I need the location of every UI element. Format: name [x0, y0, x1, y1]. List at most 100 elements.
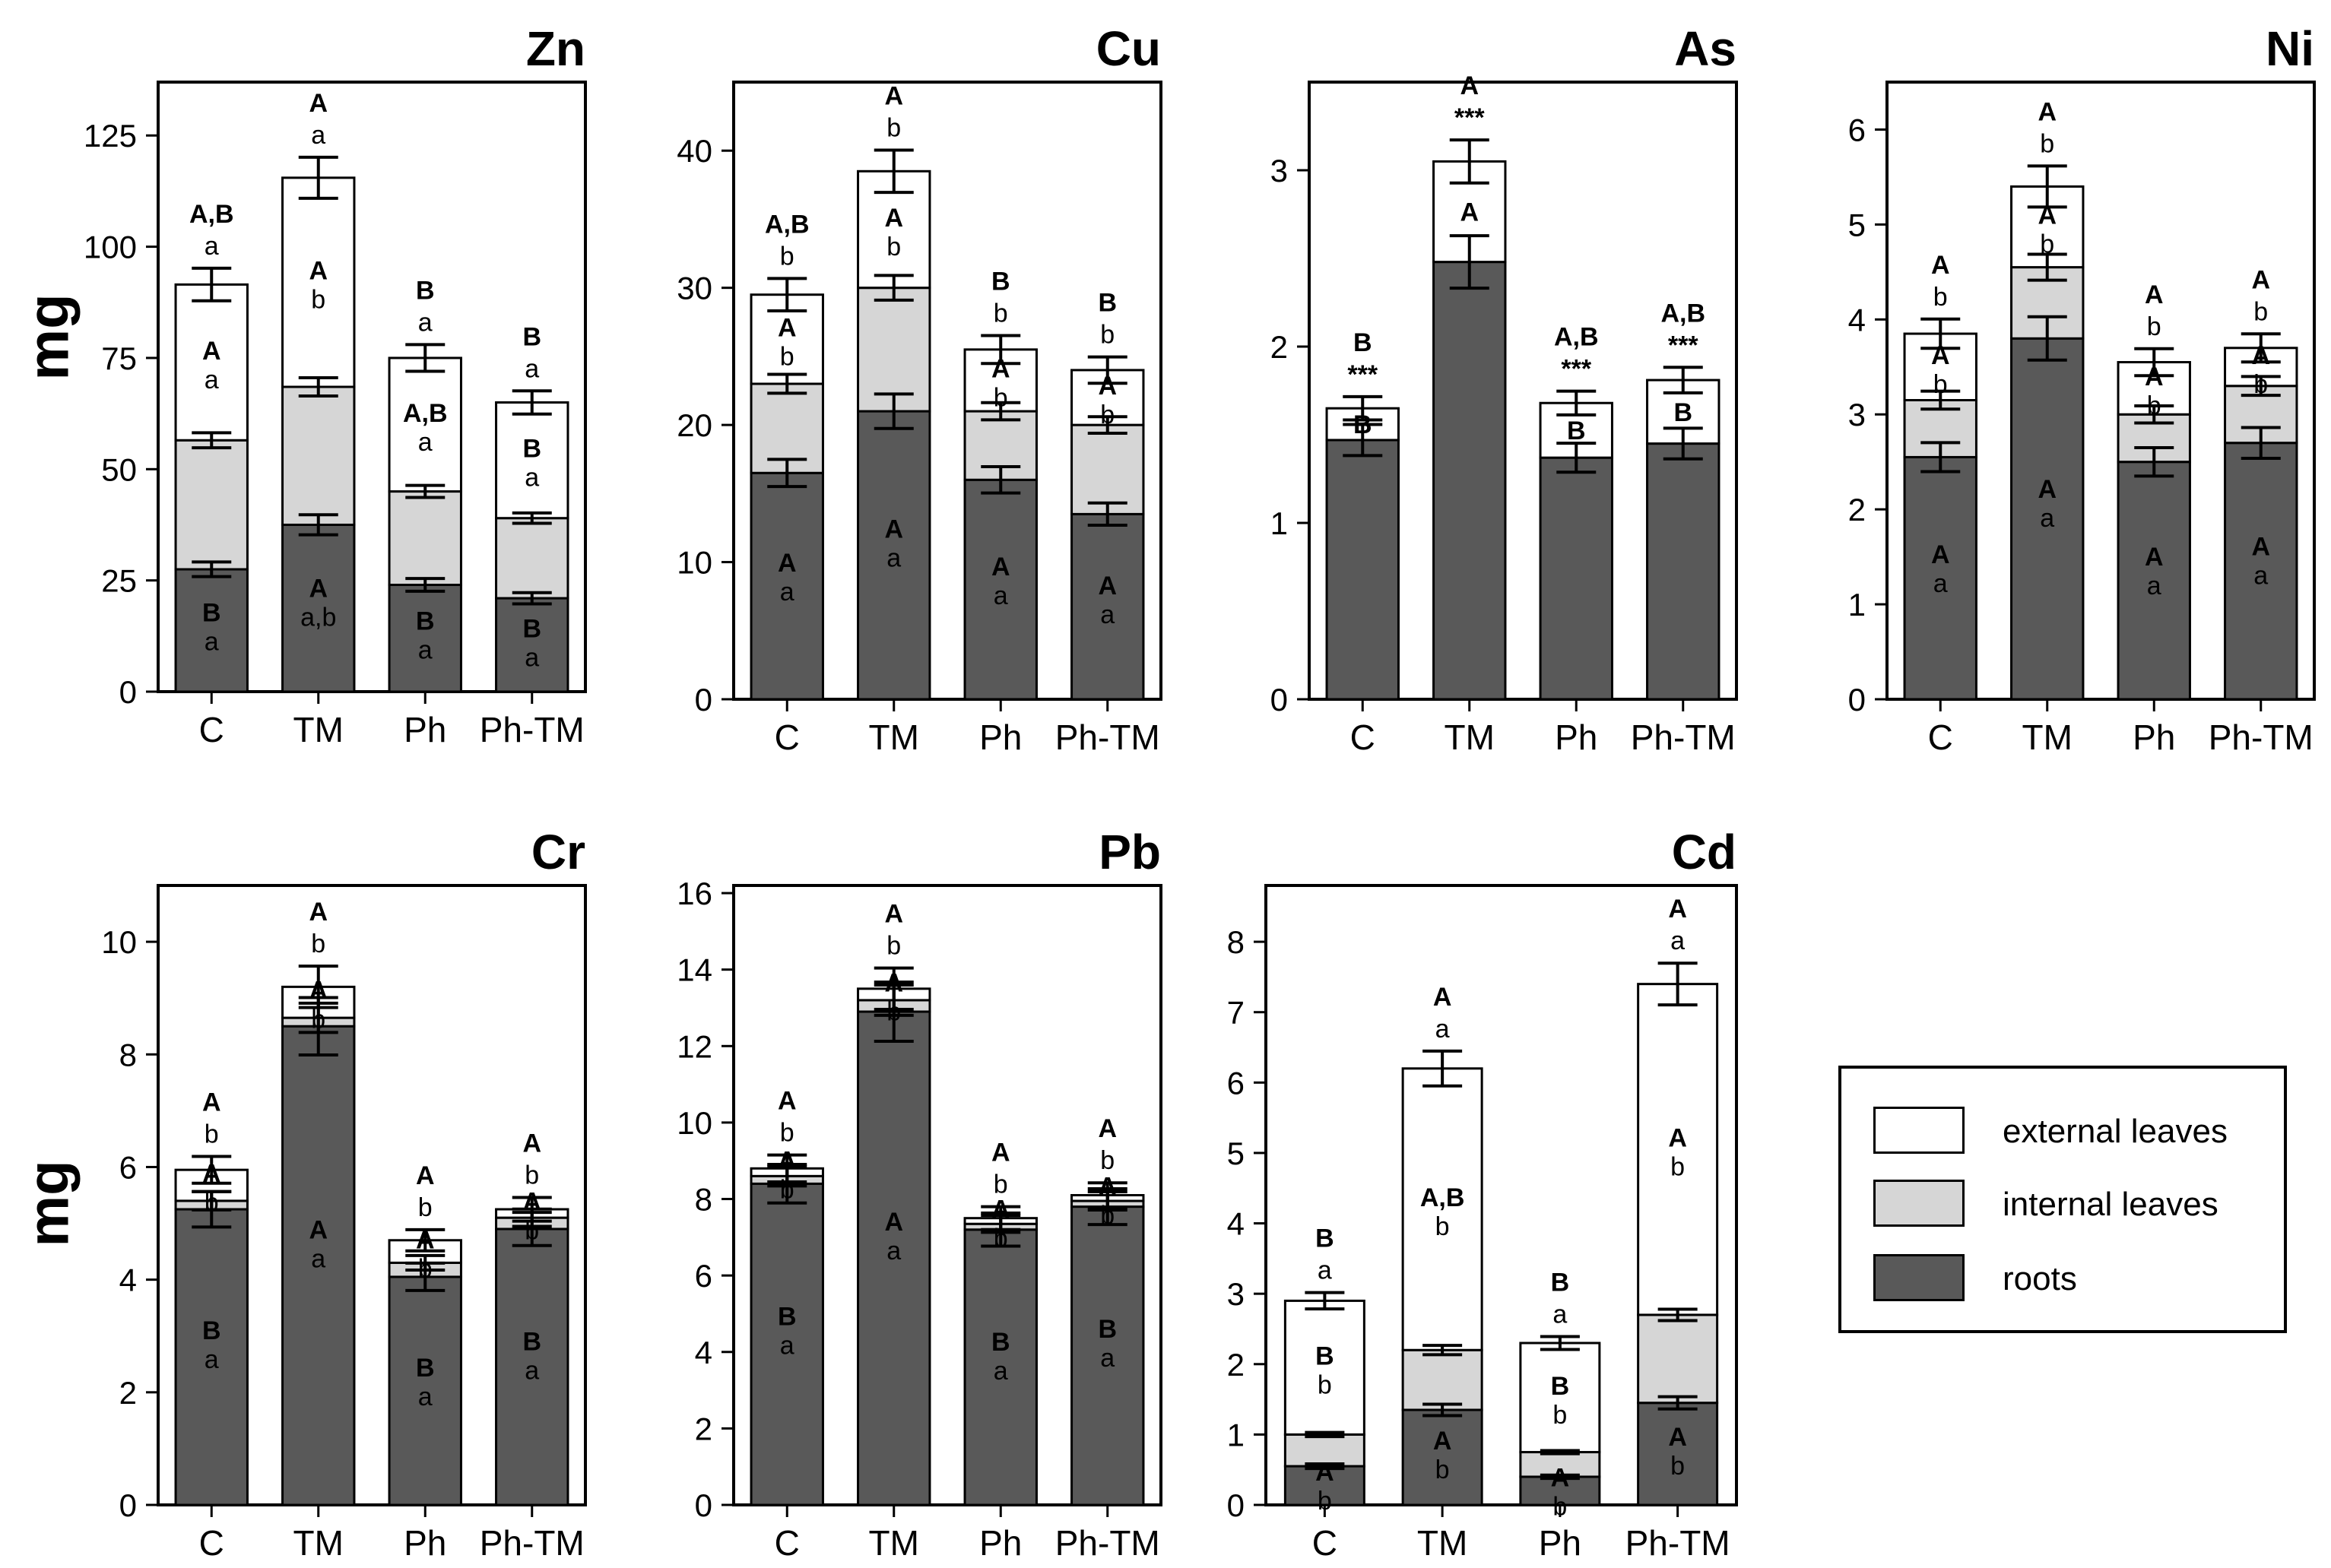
ann-top-letter-Ni-TM: A — [2038, 97, 2057, 126]
legend-swatch-roots — [1873, 1254, 1965, 1301]
y-tick-label-Pb: 12 — [677, 1028, 712, 1064]
y-tick-label-Cd: 2 — [1227, 1347, 1245, 1383]
y-tick-label-Pb: 14 — [677, 952, 712, 988]
ann-top-letter-Cu-Ph: B — [991, 267, 1010, 296]
ann-int-letter-Zn-C: B — [202, 598, 221, 627]
ann-top-letter-As-TM: A — [1460, 71, 1479, 100]
ann-int-sub-Cd-TM: b — [1435, 1456, 1450, 1484]
ann-top-letter-Zn-Ph: B — [416, 276, 435, 305]
y-tick-label-Cd: 8 — [1227, 924, 1245, 960]
bar-roots-Cr-Ph-TM — [495, 1227, 569, 1506]
ann-int-sub-Cr-Ph: a — [418, 1383, 433, 1411]
y-tick-label-Cr: 10 — [101, 924, 137, 960]
ann-top-sub-Cu-C: b — [780, 242, 794, 271]
ann-ext-letter-Cd-Ph: B — [1551, 1372, 1570, 1401]
y-tick-label-Ni: 5 — [1848, 207, 1866, 242]
ann-int-letter-Cr-C: B — [202, 1316, 221, 1345]
bar-roots-Pb-TM — [857, 1010, 931, 1506]
y-tick-label-Zn: 50 — [101, 451, 137, 487]
bar-roots-As-C — [1325, 439, 1400, 701]
y-tick-label-Zn: 0 — [119, 674, 137, 710]
ann-ext-sub-Cr-Ph: b — [418, 1255, 433, 1284]
ann-int-sub-Zn-TM: a,b — [300, 603, 336, 632]
ann-int-sub-Zn-Ph: a — [418, 636, 433, 665]
bar-roots-Cd-TM — [1401, 1408, 1483, 1506]
bar-roots-Cu-Ph-TM — [1070, 512, 1145, 701]
plot-frame-Ni — [1885, 81, 2316, 701]
ann-ext-sub-Cr-Ph-TM: b — [525, 1217, 539, 1246]
y-tick-label-Cr: 0 — [119, 1487, 137, 1523]
bar-roots-Pb-C — [750, 1182, 824, 1506]
ann-int-sub-Cr-TM: a — [311, 1245, 325, 1274]
bar-external-Zn-Ph — [388, 356, 462, 493]
ann-ext-sub-Pb-TM: b — [886, 997, 901, 1026]
bar-external-Cd-Ph-TM — [1637, 983, 1719, 1316]
y-tick-label-As: 3 — [1270, 153, 1288, 188]
legend-label-internal: internal leaves — [2003, 1186, 2218, 1223]
ann-int-letter-Zn-Ph-TM: B — [522, 614, 541, 643]
ann-int-sub-Ni-TM: a — [2040, 504, 2054, 533]
legend-item-internal: internal leaves — [1873, 1180, 2269, 1233]
y-tick-label-Cu: 10 — [677, 545, 712, 581]
ann-top-sub-As-Ph: *** — [1561, 355, 1591, 384]
y-tick-label-Zn: 100 — [84, 230, 137, 265]
ann-ext-letter-Ni-Ph: A — [2145, 363, 2164, 391]
y-tick-label-Cr: 2 — [119, 1375, 137, 1411]
ann-ext-sub-Pb-Ph: b — [994, 1224, 1008, 1253]
ann-ext-sub-Cd-TM: b — [1435, 1212, 1450, 1241]
ann-ext-sub-Zn-C: a — [205, 366, 219, 394]
bar-internal-Zn-Ph — [388, 490, 462, 587]
y-tick-label-Zn: 125 — [84, 118, 137, 154]
ann-top-sub-Ni-Ph-TM: b — [2253, 297, 2268, 326]
ann-int-sub-Cd-Ph: b — [1552, 1493, 1567, 1522]
ann-int-letter-Cr-Ph-TM: B — [522, 1327, 541, 1356]
ann-int-letter-Ni-Ph: A — [2145, 543, 2164, 572]
ann-ext-letter-Cr-TM: A — [309, 977, 328, 1006]
x-tick-label-Cr-C: C — [199, 1523, 224, 1563]
y-tick-label-Cr: 6 — [119, 1149, 137, 1185]
ann-ext-letter-Cr-Ph-TM: A — [522, 1188, 541, 1217]
y-axis-label-bottom: mg — [16, 1160, 81, 1247]
x-tick-label-As-Ph-TM: Ph-TM — [1631, 717, 1736, 757]
x-tick-label-Cr-Ph: Ph — [404, 1523, 446, 1563]
ann-int-sub-Zn-Ph-TM: a — [525, 643, 539, 672]
x-tick-label-Ni-C: C — [1928, 717, 1953, 757]
ann-int-letter-Cd-TM: A — [1433, 1427, 1452, 1456]
ann-top-letter-Cr-Ph: A — [416, 1161, 435, 1190]
ann-top-letter-Zn-Ph-TM: B — [522, 322, 541, 351]
ann-top-letter-Pb-TM: A — [884, 900, 903, 929]
plot-frame-Cu — [732, 81, 1162, 701]
ann-ext-sub-Ni-TM: b — [2040, 230, 2054, 259]
x-tick-label-Zn-Ph: Ph — [404, 710, 446, 749]
bar-internal-Zn-Ph-TM — [495, 517, 569, 600]
ann-top-sub-Pb-Ph: b — [994, 1170, 1008, 1199]
ann-top-sub-Cd-Ph-TM: a — [1670, 927, 1685, 955]
x-tick-label-Cd-Ph-TM: Ph-TM — [1625, 1523, 1730, 1563]
ann-ext-sub-Cr-C: b — [205, 1189, 219, 1218]
legend: external leaves internal leaves roots — [1838, 1066, 2287, 1333]
ann-top-sub-Pb-Ph-TM: b — [1100, 1146, 1115, 1175]
x-tick-label-Ni-Ph-TM: Ph-TM — [2209, 717, 2314, 757]
ann-int-letter-Cd-Ph: A — [1551, 1464, 1570, 1493]
x-tick-label-Pb-Ph-TM: Ph-TM — [1055, 1523, 1160, 1563]
plot-frame-Cr — [157, 884, 587, 1506]
y-tick-label-As: 2 — [1270, 329, 1288, 365]
ann-int-sub-Cr-C: a — [205, 1345, 219, 1374]
ann-top-letter-Ni-C: A — [1931, 251, 1950, 280]
panel-title-Zn: Zn — [526, 21, 585, 76]
bar-roots-Cr-Ph — [388, 1275, 462, 1506]
ann-top-sub-Cd-TM: a — [1435, 1015, 1450, 1044]
ann-int-sub-Ni-C: a — [1933, 569, 1948, 598]
ann-top-letter-Ni-Ph-TM: A — [2251, 265, 2270, 294]
ann-ext-letter-Ni-TM: A — [2038, 201, 2057, 230]
bar-internal-Cd-Ph-TM — [1637, 1313, 1719, 1405]
y-tick-label-Cd: 1 — [1227, 1417, 1245, 1452]
y-tick-label-Pb: 16 — [677, 876, 712, 911]
ann-top-sub-As-C: *** — [1347, 360, 1378, 389]
x-tick-label-As-TM: TM — [1445, 717, 1495, 757]
ann-top-letter-As-C: B — [1353, 328, 1372, 357]
ann-int-letter-Pb-C: B — [778, 1303, 797, 1332]
ann-int-sub-Cu-TM: a — [886, 544, 901, 573]
y-tick-label-Pb: 10 — [677, 1105, 712, 1141]
